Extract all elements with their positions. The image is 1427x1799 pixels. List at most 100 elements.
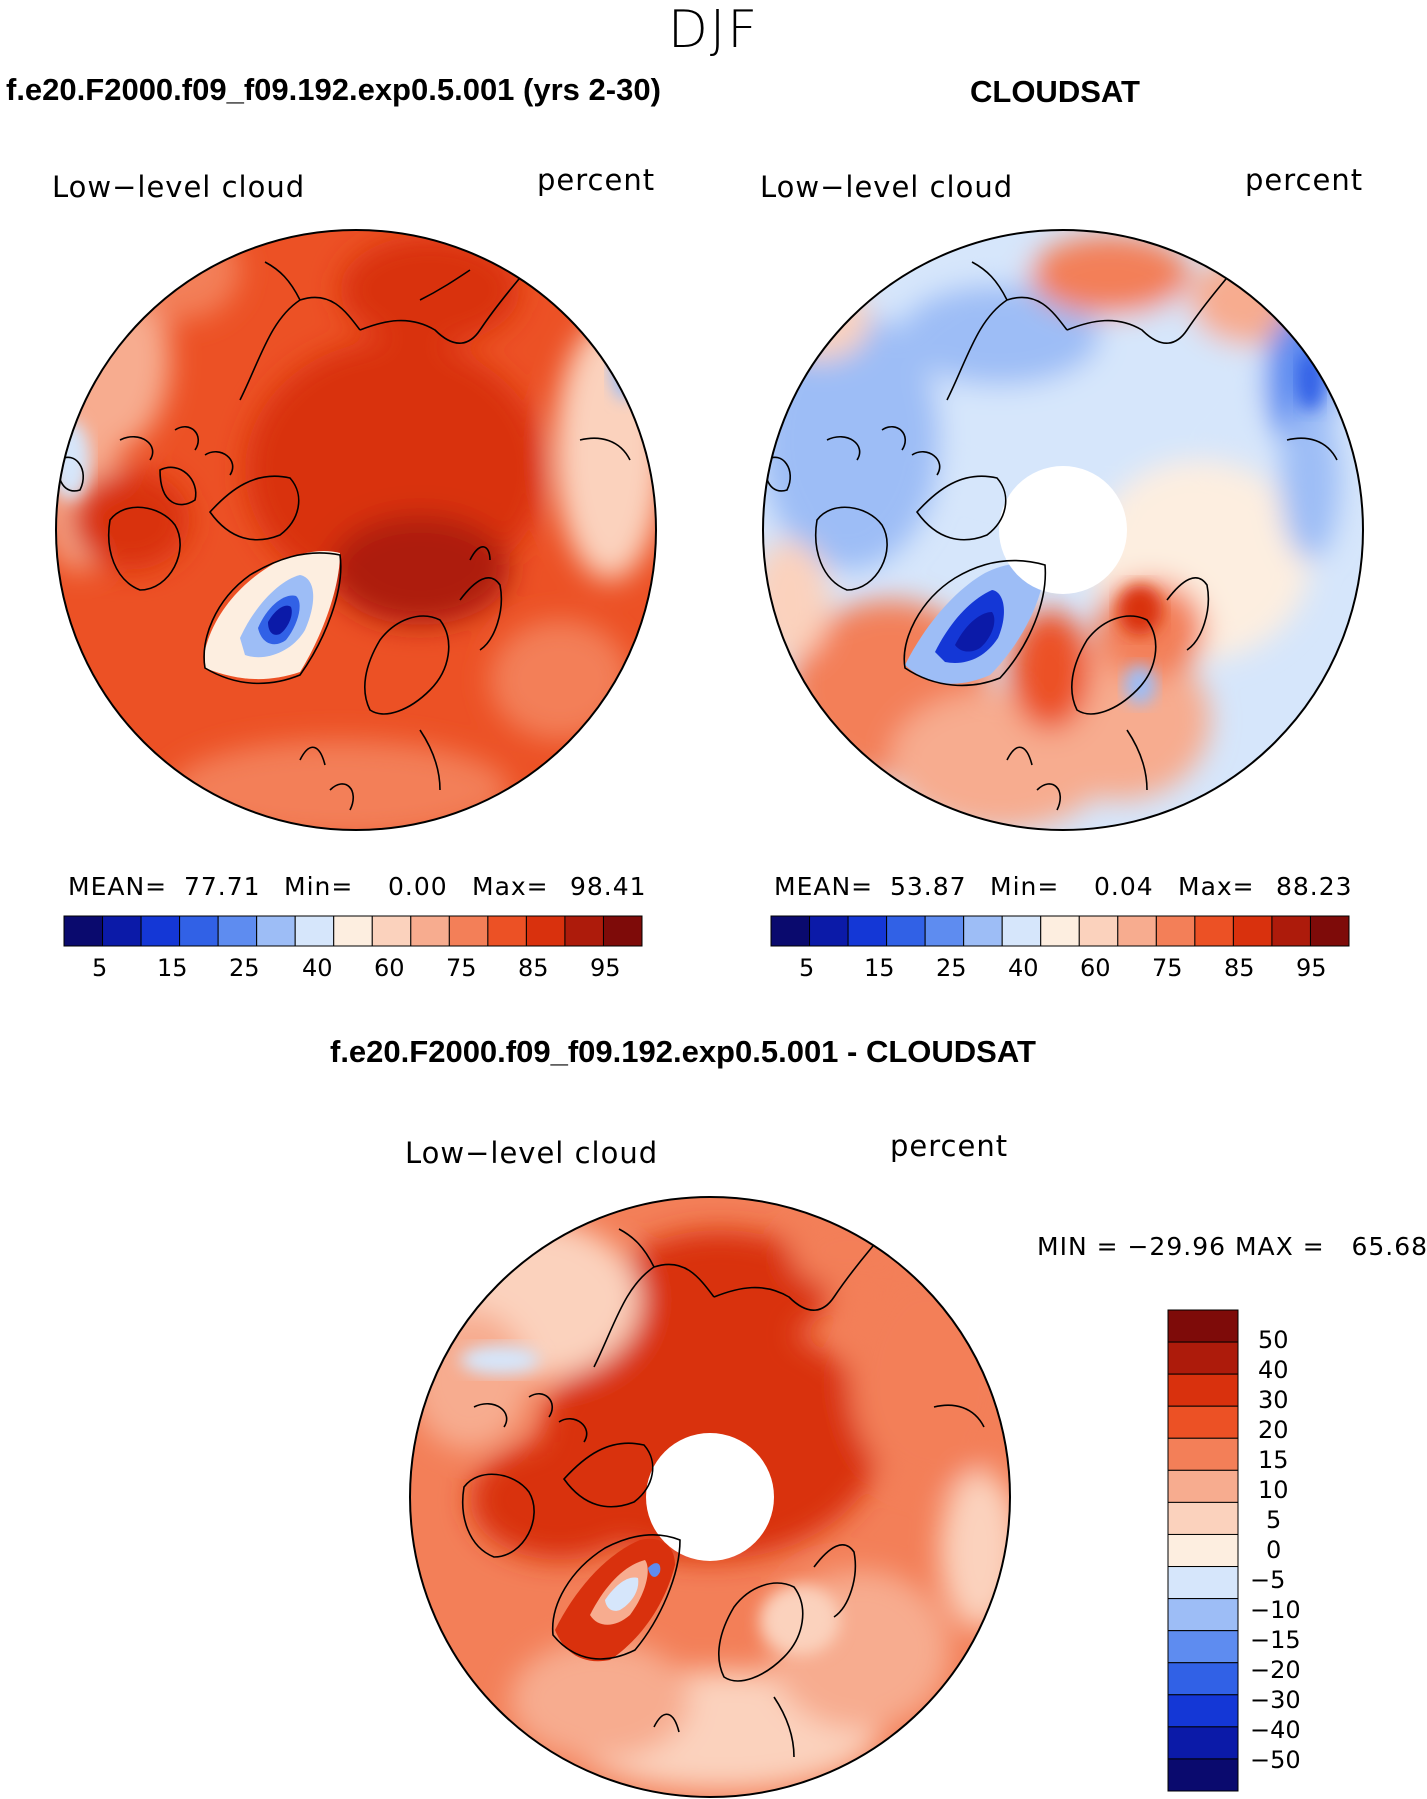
colorbar-swatch	[140, 915, 181, 947]
colorbar-swatch	[1167, 1341, 1239, 1375]
difference-title: f.e20.F2000.f09_f09.192.exp0.5.001 - CLO…	[330, 1034, 1036, 1069]
diff-cb-tick: −5	[1250, 1566, 1286, 1594]
diff-cb-tick: −15	[1250, 1626, 1301, 1654]
colorbar-swatch	[525, 915, 566, 947]
panel2-cb-tick: 95	[1296, 954, 1327, 982]
colorbar-swatch	[1309, 915, 1350, 947]
colorbar-swatch	[448, 915, 489, 947]
panel1-cb-tick: 75	[446, 954, 477, 982]
difference-minmax-label: MIN = −29.96 MAX = 65.68	[1037, 1232, 1427, 1261]
panel1-cb-tick: 95	[590, 954, 621, 982]
diff-cb-tick: 30	[1258, 1386, 1289, 1414]
diff-cb-tick: 50	[1258, 1326, 1289, 1354]
diff-cb-tick: −50	[1250, 1746, 1301, 1774]
panel2-min-label: Min=	[990, 872, 1060, 901]
panel2-cb-tick: 60	[1080, 954, 1111, 982]
colorbar-swatch	[809, 915, 849, 947]
diff-cb-tick: 0	[1266, 1536, 1282, 1564]
colorbar-swatch	[1117, 915, 1157, 947]
panel2-cb-tick: 5	[799, 954, 815, 982]
colorbar-swatch	[1155, 915, 1196, 947]
colorbar-swatch	[1167, 1437, 1239, 1471]
colorbar-swatch	[487, 915, 527, 947]
difference-units-label: percent	[890, 1129, 1009, 1163]
diff-cb-tick: −40	[1250, 1716, 1301, 1744]
colorbar-swatch	[1194, 915, 1234, 947]
panel1-mean-value: 77.71	[184, 872, 261, 901]
colorbar-swatch	[602, 915, 643, 947]
panel1-min-value: 0.00	[388, 872, 448, 901]
diff-cb-tick: −20	[1250, 1656, 1301, 1684]
panel1-title: f.e20.F2000.f09_f09.192.exp0.5.001 (yrs …	[6, 72, 661, 107]
panel2-units-label: percent	[1245, 163, 1364, 197]
panel1-cb-tick: 60	[374, 954, 405, 982]
colorbar-swatch	[1001, 915, 1042, 947]
colorbar-swatch	[1232, 915, 1273, 947]
colorbar-swatch	[179, 915, 219, 947]
panel2-mean-value: 53.87	[890, 872, 967, 901]
colorbar-swatch	[1167, 1758, 1239, 1792]
panel1-mean-label: MEAN=	[68, 872, 168, 901]
panel2-cb-tick: 40	[1008, 954, 1039, 982]
colorbar-swatch	[1271, 915, 1311, 947]
colorbar-swatch	[1167, 1662, 1239, 1696]
colorbar-swatch	[333, 915, 373, 947]
colorbar-swatch	[770, 915, 811, 947]
colorbar-swatch	[1167, 1533, 1239, 1568]
colorbar-swatch	[1167, 1726, 1239, 1760]
diff-cb-tick: 10	[1258, 1476, 1289, 1504]
panel1-min-label: Min=	[284, 872, 354, 901]
panel1-max-value: 98.41	[570, 872, 647, 901]
colorbar-swatch	[1040, 915, 1080, 947]
panel2-min-value: 0.04	[1094, 872, 1154, 901]
panel1-variable-label: Low−level cloud	[52, 170, 306, 204]
colorbar-swatch	[256, 915, 296, 947]
panel2-mean-label: MEAN=	[774, 872, 874, 901]
difference-colorbar	[1167, 1309, 1239, 1792]
colorbar-swatch	[564, 915, 604, 947]
colorbar-swatch	[1167, 1630, 1239, 1664]
cloudsat-colorbar	[770, 915, 1350, 947]
colorbar-swatch	[924, 915, 965, 947]
colorbar-swatch	[963, 915, 1003, 947]
difference-variable-label: Low−level cloud	[405, 1136, 659, 1170]
panel2-cb-tick: 25	[936, 954, 967, 982]
panel1-cb-tick: 25	[229, 954, 260, 982]
colorbar-swatch	[1167, 1566, 1239, 1600]
panel2-cb-tick: 75	[1152, 954, 1183, 982]
colorbar-swatch	[63, 915, 104, 947]
colorbar-swatch	[1167, 1598, 1239, 1632]
colorbar-swatch	[1167, 1309, 1239, 1343]
cloudsat-polar-map	[762, 229, 1364, 831]
panel1-units-label: percent	[537, 163, 656, 197]
diff-cb-tick: 40	[1258, 1356, 1289, 1384]
diff-cb-tick: 15	[1258, 1446, 1289, 1474]
panel1-max-label: Max=	[472, 872, 549, 901]
panel2-max-label: Max=	[1178, 872, 1255, 901]
panel1-cb-tick: 85	[518, 954, 549, 982]
colorbar-swatch	[294, 915, 335, 947]
diff-cb-tick: −10	[1250, 1596, 1301, 1624]
colorbar-swatch	[1167, 1501, 1239, 1535]
panel1-cb-tick: 40	[302, 954, 333, 982]
panel2-title: CLOUDSAT	[970, 74, 1140, 109]
colorbar-swatch	[1167, 1405, 1239, 1439]
season-title: DJF	[667, 0, 760, 60]
colorbar-swatch	[847, 915, 888, 947]
colorbar-swatch	[1167, 1694, 1239, 1728]
model-polar-map	[55, 229, 657, 831]
colorbar-swatch	[1078, 915, 1119, 947]
colorbar-swatch	[371, 915, 412, 947]
colorbar-swatch	[410, 915, 450, 947]
colorbar-swatch	[886, 915, 926, 947]
panel2-cb-tick: 15	[864, 954, 895, 982]
colorbar-swatch	[102, 915, 142, 947]
diff-cb-tick: 5	[1266, 1506, 1282, 1534]
panel1-cb-tick: 15	[157, 954, 188, 982]
difference-polar-map	[409, 1196, 1011, 1798]
panel2-variable-label: Low−level cloud	[760, 170, 1014, 204]
panel2-max-value: 88.23	[1276, 872, 1353, 901]
colorbar-swatch	[217, 915, 258, 947]
panel1-cb-tick: 5	[92, 954, 108, 982]
panel2-cb-tick: 85	[1224, 954, 1255, 982]
